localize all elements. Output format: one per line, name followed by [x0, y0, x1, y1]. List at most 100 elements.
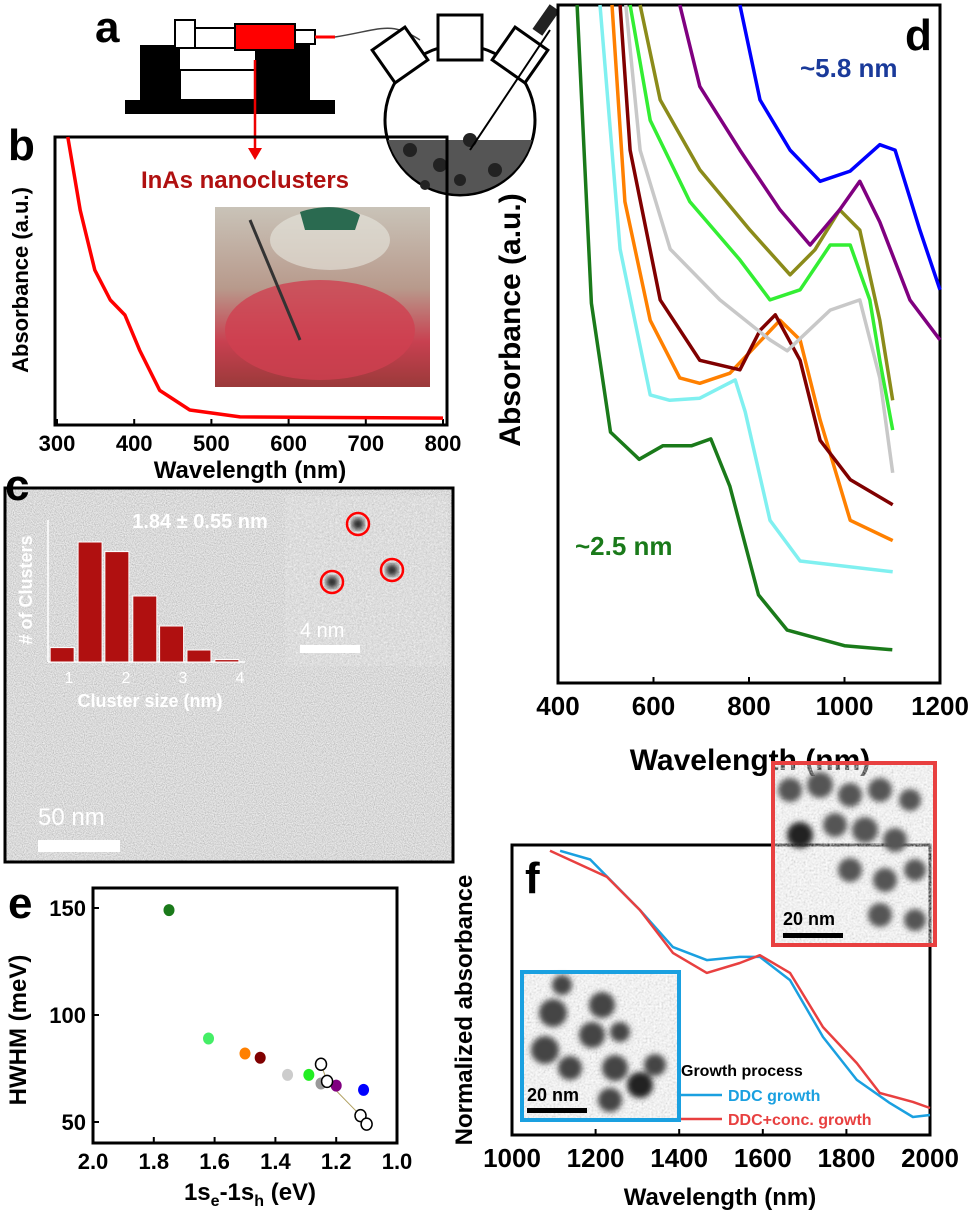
panel-c: c 1.84 ± 0.55 nm 4 nm 1 2 3 4 # of Clusters… — [3, 461, 455, 864]
scatter-point — [203, 1032, 215, 1045]
legend-label-ddc-conc: DDC+conc. growth — [728, 1112, 872, 1129]
panel-label-f: f — [525, 854, 540, 903]
inset-scale-bar — [300, 645, 360, 653]
x-tick-label: 1.4 — [260, 1149, 291, 1174]
x-tick-label: 1.8 — [139, 1149, 170, 1174]
scatter-point — [254, 1051, 266, 1064]
series-line-1 — [549, 849, 931, 1110]
series-line-5 — [628, 4, 895, 431]
tem-inset-red: 20 nm — [771, 761, 937, 947]
x-tick-label: 1.0 — [382, 1149, 413, 1174]
series-line-4 — [624, 4, 895, 474]
scatter-point — [282, 1068, 294, 1081]
x-tick-label: 300 — [39, 431, 76, 456]
panel-label-a: a — [95, 3, 120, 52]
scatter-point — [358, 1083, 370, 1096]
label-largest-size: ~5.8 nm — [800, 53, 898, 83]
x-tick-label: 1800 — [817, 1143, 875, 1173]
plot-frame — [53, 135, 449, 427]
scatter-point-open — [314, 1057, 328, 1071]
legend-title: Growth process — [681, 1063, 803, 1080]
legend-label-ddc: DDC growth — [728, 1088, 820, 1105]
panel-b: b 300 400 500 600 700 800 InAs nanoclusters A… — [8, 121, 461, 484]
x-tick-label: 1200 — [567, 1143, 625, 1173]
histogram-bar — [132, 595, 158, 663]
scatter-point-open — [360, 1117, 373, 1131]
y-tick-label: 100 — [49, 1003, 86, 1028]
y-axis-label: Normalized absorbance — [451, 875, 478, 1146]
series-line-0 — [66, 136, 444, 420]
flask-icon — [370, 4, 560, 197]
x-tick-label: 2.0 — [78, 1149, 109, 1174]
series-line-8 — [738, 4, 942, 291]
histogram-bar — [49, 647, 75, 663]
histogram-inset: 1 2 3 4 # of Clusters Cluster size (nm) — [16, 520, 245, 711]
x-tick-label: 800 — [727, 691, 770, 721]
panel-label-b: b — [8, 121, 35, 170]
x-tick-label: 2000 — [901, 1143, 959, 1173]
label-smallest-size: ~2.5 nm — [575, 531, 673, 561]
y-axis-label: Absorbance (a.u.) — [8, 187, 33, 373]
x-tick-label: 1.6 — [199, 1149, 230, 1174]
hist-x-tick-label: 1 — [65, 670, 74, 687]
scale-label: 50 nm — [38, 804, 105, 831]
x-tick-label: 1000 — [483, 1143, 541, 1173]
panel-a-setup: a — [95, 3, 560, 197]
tem-inset: 4 nm — [285, 496, 448, 666]
size-distribution-label: 1.84 ± 0.55 nm — [132, 511, 268, 533]
panel-label-e: e — [8, 879, 32, 928]
plot-frame — [91, 886, 399, 1145]
hist-y-label: # of Clusters — [16, 535, 36, 644]
x-tick-label: 1000 — [816, 691, 874, 721]
y-axis-label: HWHM (meV) — [5, 955, 32, 1106]
histogram-bar — [186, 649, 212, 663]
panel-label-d: d — [905, 11, 932, 60]
inset-scale-label: 4 nm — [300, 620, 344, 642]
scatter-point-open — [320, 1074, 334, 1089]
x-tick-label: 1.2 — [321, 1149, 352, 1174]
hist-x-tick-label: 3 — [179, 670, 188, 687]
hist-x-tick-label: 2 — [122, 670, 131, 687]
histogram-bar — [104, 551, 130, 663]
hist-x-label: Cluster size (nm) — [77, 691, 222, 711]
plot-frame — [510, 843, 932, 1137]
x-axis-label: Wavelength (nm) — [154, 457, 346, 484]
panel-d: 400 600 800 1000 1200 d ~5.8 nm ~2.5 nm Abso… — [494, 3, 969, 777]
x-tick-label: 1200 — [911, 691, 969, 721]
x-tick-label: 600 — [270, 431, 307, 456]
y-axis-label: Absorbance (a.u.) — [494, 193, 527, 446]
x-axis-label: 1se-1sh (eV) — [184, 1179, 316, 1210]
panel-label-c: c — [5, 461, 29, 510]
annotation-inas: InAs nanoclusters — [141, 167, 349, 194]
panel-f: 1000 1200 1400 1600 1800 2000 f 20 nm 20 nm — [451, 761, 959, 1211]
inset-scale-label: 20 nm — [783, 909, 835, 929]
histogram-bar — [77, 541, 103, 663]
histogram-bar — [159, 625, 185, 663]
series-line-7 — [678, 4, 942, 341]
x-tick-label: 800 — [425, 431, 462, 456]
x-tick-label: 1400 — [650, 1143, 708, 1173]
scatter-point — [163, 904, 175, 917]
x-tick-label: 600 — [632, 691, 675, 721]
histogram-bar — [214, 659, 240, 663]
inset-scale-label: 20 nm — [527, 1085, 579, 1105]
series-line-0 — [575, 4, 893, 652]
tem-inset-blue: 20 nm — [520, 970, 681, 1122]
scatter-point — [330, 1079, 342, 1092]
x-tick-label: 500 — [193, 431, 230, 456]
x-tick-label: 400 — [116, 431, 153, 456]
arrow-down-icon — [248, 148, 262, 160]
series-line-6 — [638, 4, 895, 401]
y-tick-label: 150 — [49, 896, 86, 921]
series-line-1 — [598, 4, 893, 574]
x-axis-label: Wavelength (nm) — [624, 1184, 816, 1211]
x-tick-label: 700 — [347, 431, 384, 456]
photo-reaction-flask — [215, 207, 430, 387]
syringe-pump-icon — [125, 19, 335, 114]
legend: Growth process DDC growth DDC+conc. grow… — [681, 1063, 872, 1129]
hist-x-tick-label: 4 — [236, 670, 245, 687]
x-tick-label: 1600 — [734, 1143, 792, 1173]
scatter-point — [303, 1068, 315, 1081]
